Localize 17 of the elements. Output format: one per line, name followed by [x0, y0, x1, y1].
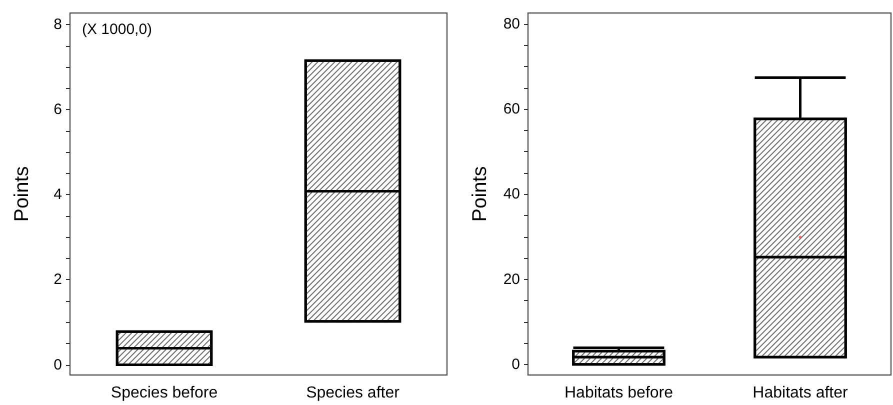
y-tick-label: 6 [54, 101, 62, 118]
y-tick-label: 0 [54, 356, 62, 374]
y-tick-label: 40 [503, 186, 520, 203]
y-tick-label: 8 [54, 16, 62, 33]
x-tick-label: Habitats after [752, 384, 848, 402]
x-tick-label: Habitats before [564, 384, 674, 402]
y-tick-label: 4 [54, 186, 62, 204]
y-tick-label: 20 [503, 270, 520, 288]
y-tick-label: 60 [503, 100, 520, 118]
y-tick-label: 0 [512, 356, 520, 373]
x-tick-label: Species before [110, 384, 218, 402]
annotation: (X 1000,0) [82, 21, 152, 38]
y-axis-title: Points [469, 166, 491, 222]
x-tick-label: Species after [306, 384, 400, 402]
y-axis-title: Points [11, 166, 33, 222]
y-tick-label: 80 [503, 16, 520, 33]
y-tick-label: 2 [54, 271, 62, 288]
